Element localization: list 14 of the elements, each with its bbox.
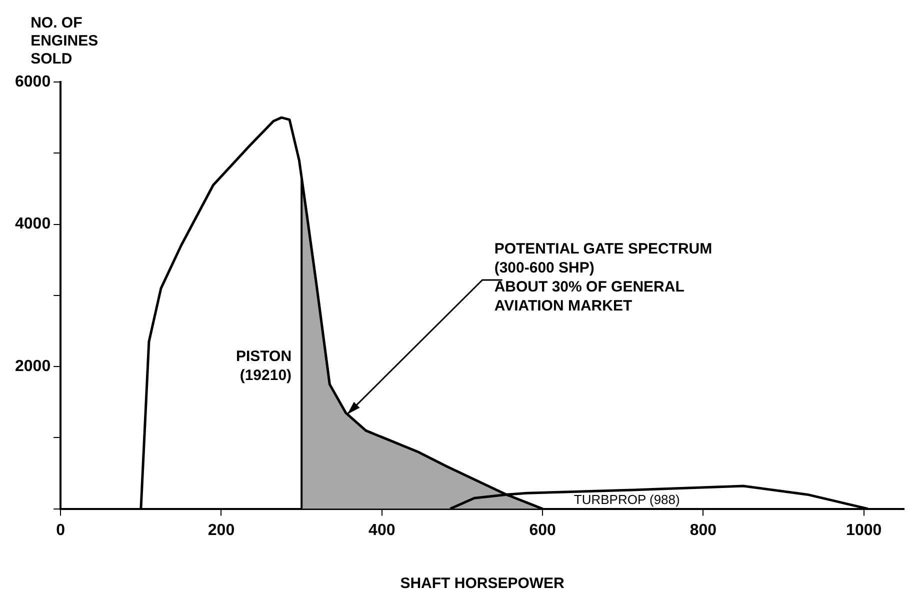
x-tick-label: 800 bbox=[690, 522, 717, 540]
x-axis-title: SHAFT HORSEPOWER bbox=[400, 575, 565, 592]
annotation: POTENTIAL GATE SPECTRUM (300-600 SHP) ABOUT 30% OF GENERAL AVIATION MARKET bbox=[494, 240, 712, 315]
y-axis-title: NO. OF ENGINES SOLD bbox=[30, 14, 98, 68]
x-tick-label: 1000 bbox=[846, 522, 882, 540]
y-tick-label: 4000 bbox=[15, 216, 51, 233]
series-label: TURBPROP (988) bbox=[574, 492, 680, 507]
x-tick-label: 400 bbox=[368, 522, 396, 540]
x-tick-label: 600 bbox=[529, 522, 556, 540]
y-tick-label: 2000 bbox=[15, 358, 51, 375]
y-tick-label: 6000 bbox=[15, 73, 51, 90]
text: PISTON (19210) bbox=[236, 348, 292, 384]
x-tick-label: 200 bbox=[208, 522, 235, 540]
x-tick-label: 0 bbox=[56, 522, 66, 540]
